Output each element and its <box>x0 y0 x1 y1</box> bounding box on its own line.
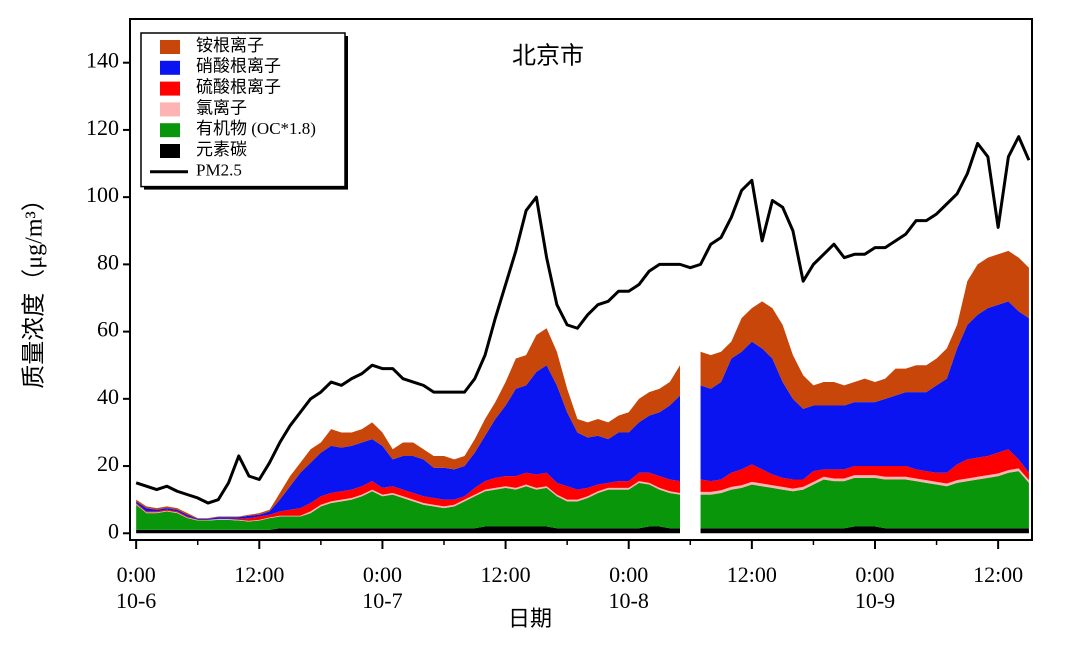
y-axis-label: 质量浓度（μg/m³） <box>21 187 48 388</box>
x-date-label: 10-9 <box>855 588 895 613</box>
y-tick-label: 40 <box>97 384 119 409</box>
area-segment <box>136 250 1029 519</box>
x-tick-label: 12:00 <box>481 562 531 587</box>
plot-areas <box>136 250 1029 534</box>
x-axis-label: 日期 <box>508 606 552 631</box>
legend-swatch <box>160 60 180 75</box>
y-tick-label: 140 <box>86 48 119 73</box>
plot-lines <box>135 135 1031 505</box>
legend-label: 铵根离子 <box>196 36 264 55</box>
plot-frame <box>129 18 1033 541</box>
legend-swatch <box>160 102 180 117</box>
area-segment <box>136 471 1029 530</box>
y-tick-label: 80 <box>97 249 119 274</box>
x-tick-label: 0:00 <box>855 562 894 587</box>
y-tick-label: 60 <box>97 317 119 342</box>
x-tick-label: 12:00 <box>973 562 1023 587</box>
y-tick-label: 100 <box>86 182 119 207</box>
chart-title: 北京市 <box>512 43 584 70</box>
legend-swatch <box>160 40 180 54</box>
x-date-label: 10-6 <box>116 588 156 613</box>
legend-swatch <box>160 123 180 138</box>
axes: 0 20 40 60 80 100 120 140 0:00 12:00 0:00 12:00 0:00… <box>86 48 1023 613</box>
area-segment <box>136 301 1029 520</box>
legend-label: 有机物 (OC*1.8) <box>196 119 316 138</box>
x-tick-label: 0:00 <box>117 562 156 587</box>
y-tick-label: 20 <box>97 451 119 476</box>
legend-label: 元素碳 <box>196 140 247 159</box>
y-tick-label: 120 <box>86 115 119 140</box>
x-date-label: 10-7 <box>362 588 402 613</box>
legend-swatch <box>160 81 180 96</box>
x-tick-label: 12:00 <box>727 562 777 587</box>
legend-label: 硝酸根离子 <box>196 57 281 76</box>
x-tick-label: 12:00 <box>234 562 284 587</box>
legend-label: 硫酸根离子 <box>196 78 281 97</box>
x-tick-label: 0:00 <box>363 562 402 587</box>
x-date-label: 10-8 <box>609 588 649 613</box>
y-tick-label: 0 <box>108 518 119 543</box>
legend-swatch <box>160 144 180 158</box>
line-series <box>135 135 1031 505</box>
x-tick-label: 0:00 <box>609 562 648 587</box>
legend-label: PM2.5 <box>196 161 242 180</box>
legend-label: 氯离子 <box>196 98 247 117</box>
